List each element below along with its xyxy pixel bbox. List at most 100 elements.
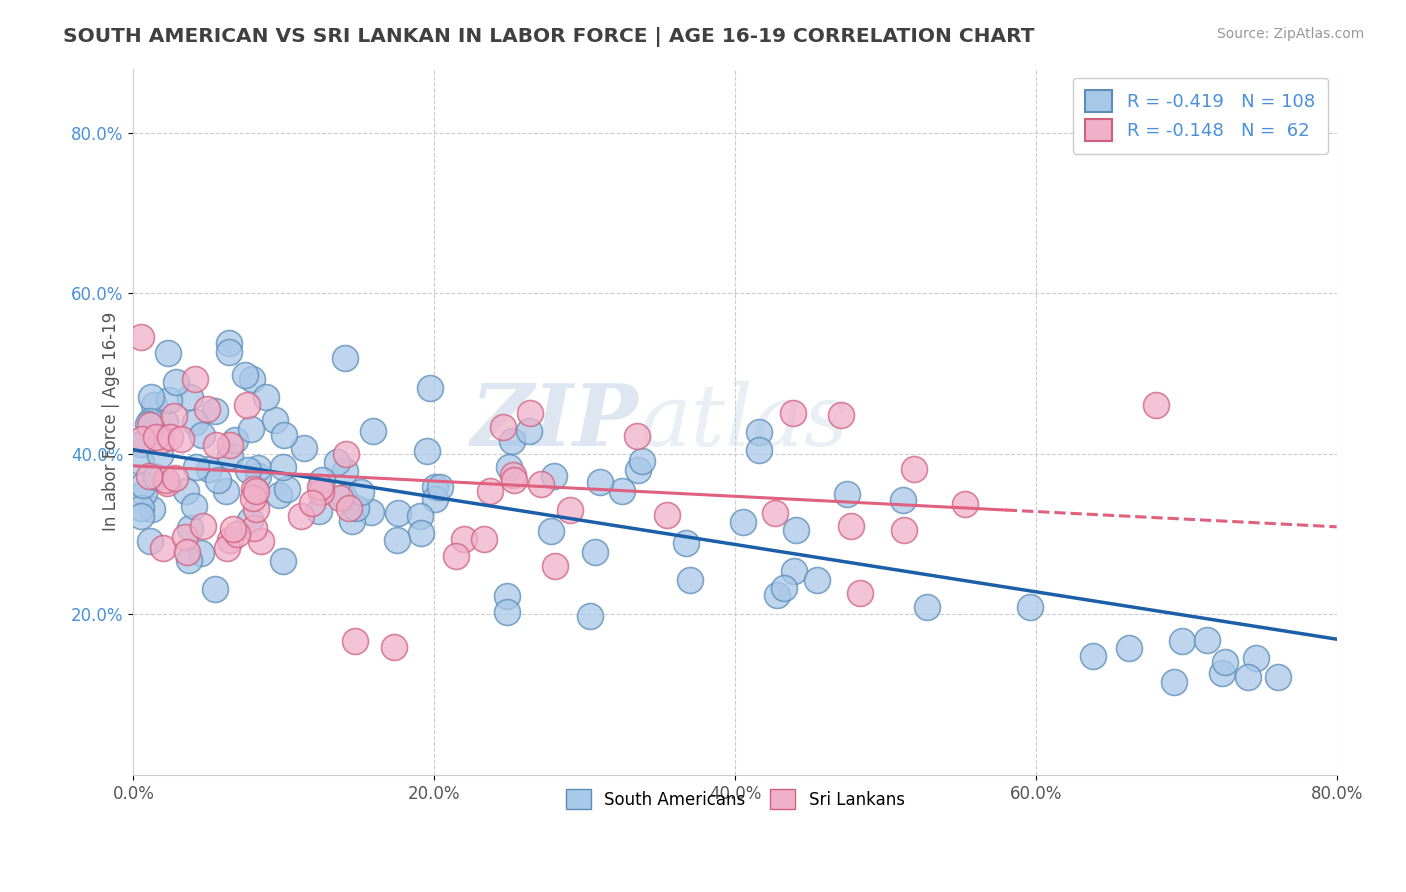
- Point: [1244, 650, 1267, 665]
- Point: [903, 461, 925, 475]
- Point: [349, 484, 371, 499]
- Point: [198, 462, 221, 476]
- Point: [1118, 640, 1140, 655]
- Point: [655, 508, 678, 522]
- Point: [131, 432, 153, 446]
- Point: [583, 545, 606, 559]
- Point: [679, 573, 702, 587]
- Point: [242, 491, 264, 505]
- Point: [145, 469, 167, 483]
- Point: [218, 438, 240, 452]
- Point: [830, 408, 852, 422]
- Point: [326, 455, 349, 469]
- Point: [915, 599, 938, 614]
- Point: [139, 533, 162, 548]
- Point: [1144, 399, 1167, 413]
- Point: [409, 508, 432, 523]
- Point: [387, 507, 409, 521]
- Point: [382, 640, 405, 654]
- Point: [1211, 665, 1233, 680]
- Point: [423, 492, 446, 507]
- Point: [170, 433, 193, 447]
- Point: [543, 468, 565, 483]
- Point: [782, 406, 804, 420]
- Point: [333, 464, 356, 478]
- Point: [530, 476, 553, 491]
- Point: [273, 428, 295, 442]
- Point: [233, 368, 256, 383]
- Point: [129, 501, 152, 516]
- Point: [204, 404, 226, 418]
- Point: [176, 544, 198, 558]
- Point: [773, 581, 796, 595]
- Point: [311, 474, 333, 488]
- Point: [301, 496, 323, 510]
- Point: [152, 541, 174, 556]
- Point: [423, 480, 446, 494]
- Point: [218, 533, 240, 548]
- Point: [626, 428, 648, 442]
- Point: [498, 459, 520, 474]
- Legend: South Americans, Sri Lankans: South Americans, Sri Lankans: [560, 782, 911, 816]
- Point: [222, 522, 245, 536]
- Point: [263, 413, 285, 427]
- Point: [143, 398, 166, 412]
- Point: [340, 514, 363, 528]
- Point: [240, 422, 263, 436]
- Point: [177, 552, 200, 566]
- Point: [236, 463, 259, 477]
- Point: [155, 415, 177, 429]
- Point: [174, 484, 197, 499]
- Point: [748, 425, 770, 439]
- Point: [238, 513, 260, 527]
- Point: [474, 533, 496, 547]
- Point: [675, 536, 697, 550]
- Point: [243, 521, 266, 535]
- Point: [139, 414, 162, 428]
- Y-axis label: In Labor Force | Age 16-19: In Labor Force | Age 16-19: [101, 312, 120, 532]
- Point: [132, 486, 155, 500]
- Point: [344, 501, 367, 516]
- Point: [155, 473, 177, 487]
- Point: [129, 437, 152, 451]
- Point: [444, 549, 467, 563]
- Point: [503, 473, 526, 487]
- Point: [631, 454, 654, 468]
- Point: [184, 372, 207, 386]
- Point: [849, 586, 872, 600]
- Point: [276, 483, 298, 497]
- Point: [733, 515, 755, 529]
- Point: [344, 634, 367, 648]
- Point: [165, 376, 187, 390]
- Point: [1083, 648, 1105, 663]
- Point: [150, 433, 173, 447]
- Point: [785, 523, 807, 537]
- Point: [246, 460, 269, 475]
- Point: [329, 491, 352, 505]
- Point: [217, 541, 239, 556]
- Point: [149, 448, 172, 462]
- Point: [1197, 632, 1219, 647]
- Point: [141, 390, 163, 404]
- Point: [136, 417, 159, 431]
- Point: [215, 484, 238, 499]
- Point: [502, 467, 524, 482]
- Point: [165, 471, 187, 485]
- Point: [361, 424, 384, 438]
- Point: [179, 390, 201, 404]
- Point: [419, 382, 441, 396]
- Point: [157, 393, 180, 408]
- Point: [191, 519, 214, 533]
- Point: [519, 424, 541, 438]
- Point: [218, 335, 240, 350]
- Text: atlas: atlas: [638, 380, 848, 463]
- Point: [1237, 670, 1260, 684]
- Point: [240, 372, 263, 386]
- Point: [183, 499, 205, 513]
- Point: [218, 345, 240, 359]
- Point: [839, 519, 862, 533]
- Point: [247, 468, 270, 483]
- Point: [501, 434, 523, 448]
- Point: [138, 469, 160, 483]
- Point: [290, 508, 312, 523]
